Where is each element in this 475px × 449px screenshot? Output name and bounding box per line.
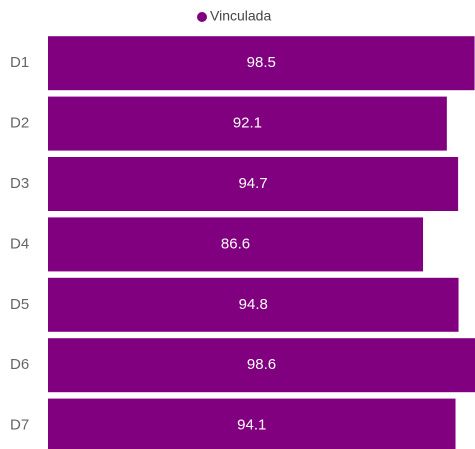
y-tick-label: D1 (10, 54, 29, 71)
data-label: 98.5 (247, 54, 276, 71)
data-label: 94.8 (239, 296, 268, 313)
y-tick-label: D2 (10, 115, 29, 132)
bar (48, 398, 456, 449)
data-label: 92.1 (233, 115, 262, 132)
legend-marker (197, 12, 207, 22)
bar (48, 338, 475, 393)
bar (48, 36, 475, 91)
data-label: 94.1 (237, 417, 266, 434)
data-label: 94.7 (238, 175, 267, 192)
y-tick-label: D4 (10, 235, 29, 252)
y-tick-label: D3 (10, 175, 29, 192)
bar (48, 157, 459, 211)
y-tick-label: D5 (10, 296, 29, 313)
y-tick-label: D6 (10, 356, 29, 373)
bar (48, 96, 447, 151)
bar (48, 217, 424, 272)
y-tick-label: D7 (10, 417, 29, 434)
bar (48, 277, 459, 332)
data-label: 98.6 (247, 356, 276, 373)
legend-label: Vinculada (210, 8, 271, 24)
data-label: 86.6 (221, 235, 250, 252)
